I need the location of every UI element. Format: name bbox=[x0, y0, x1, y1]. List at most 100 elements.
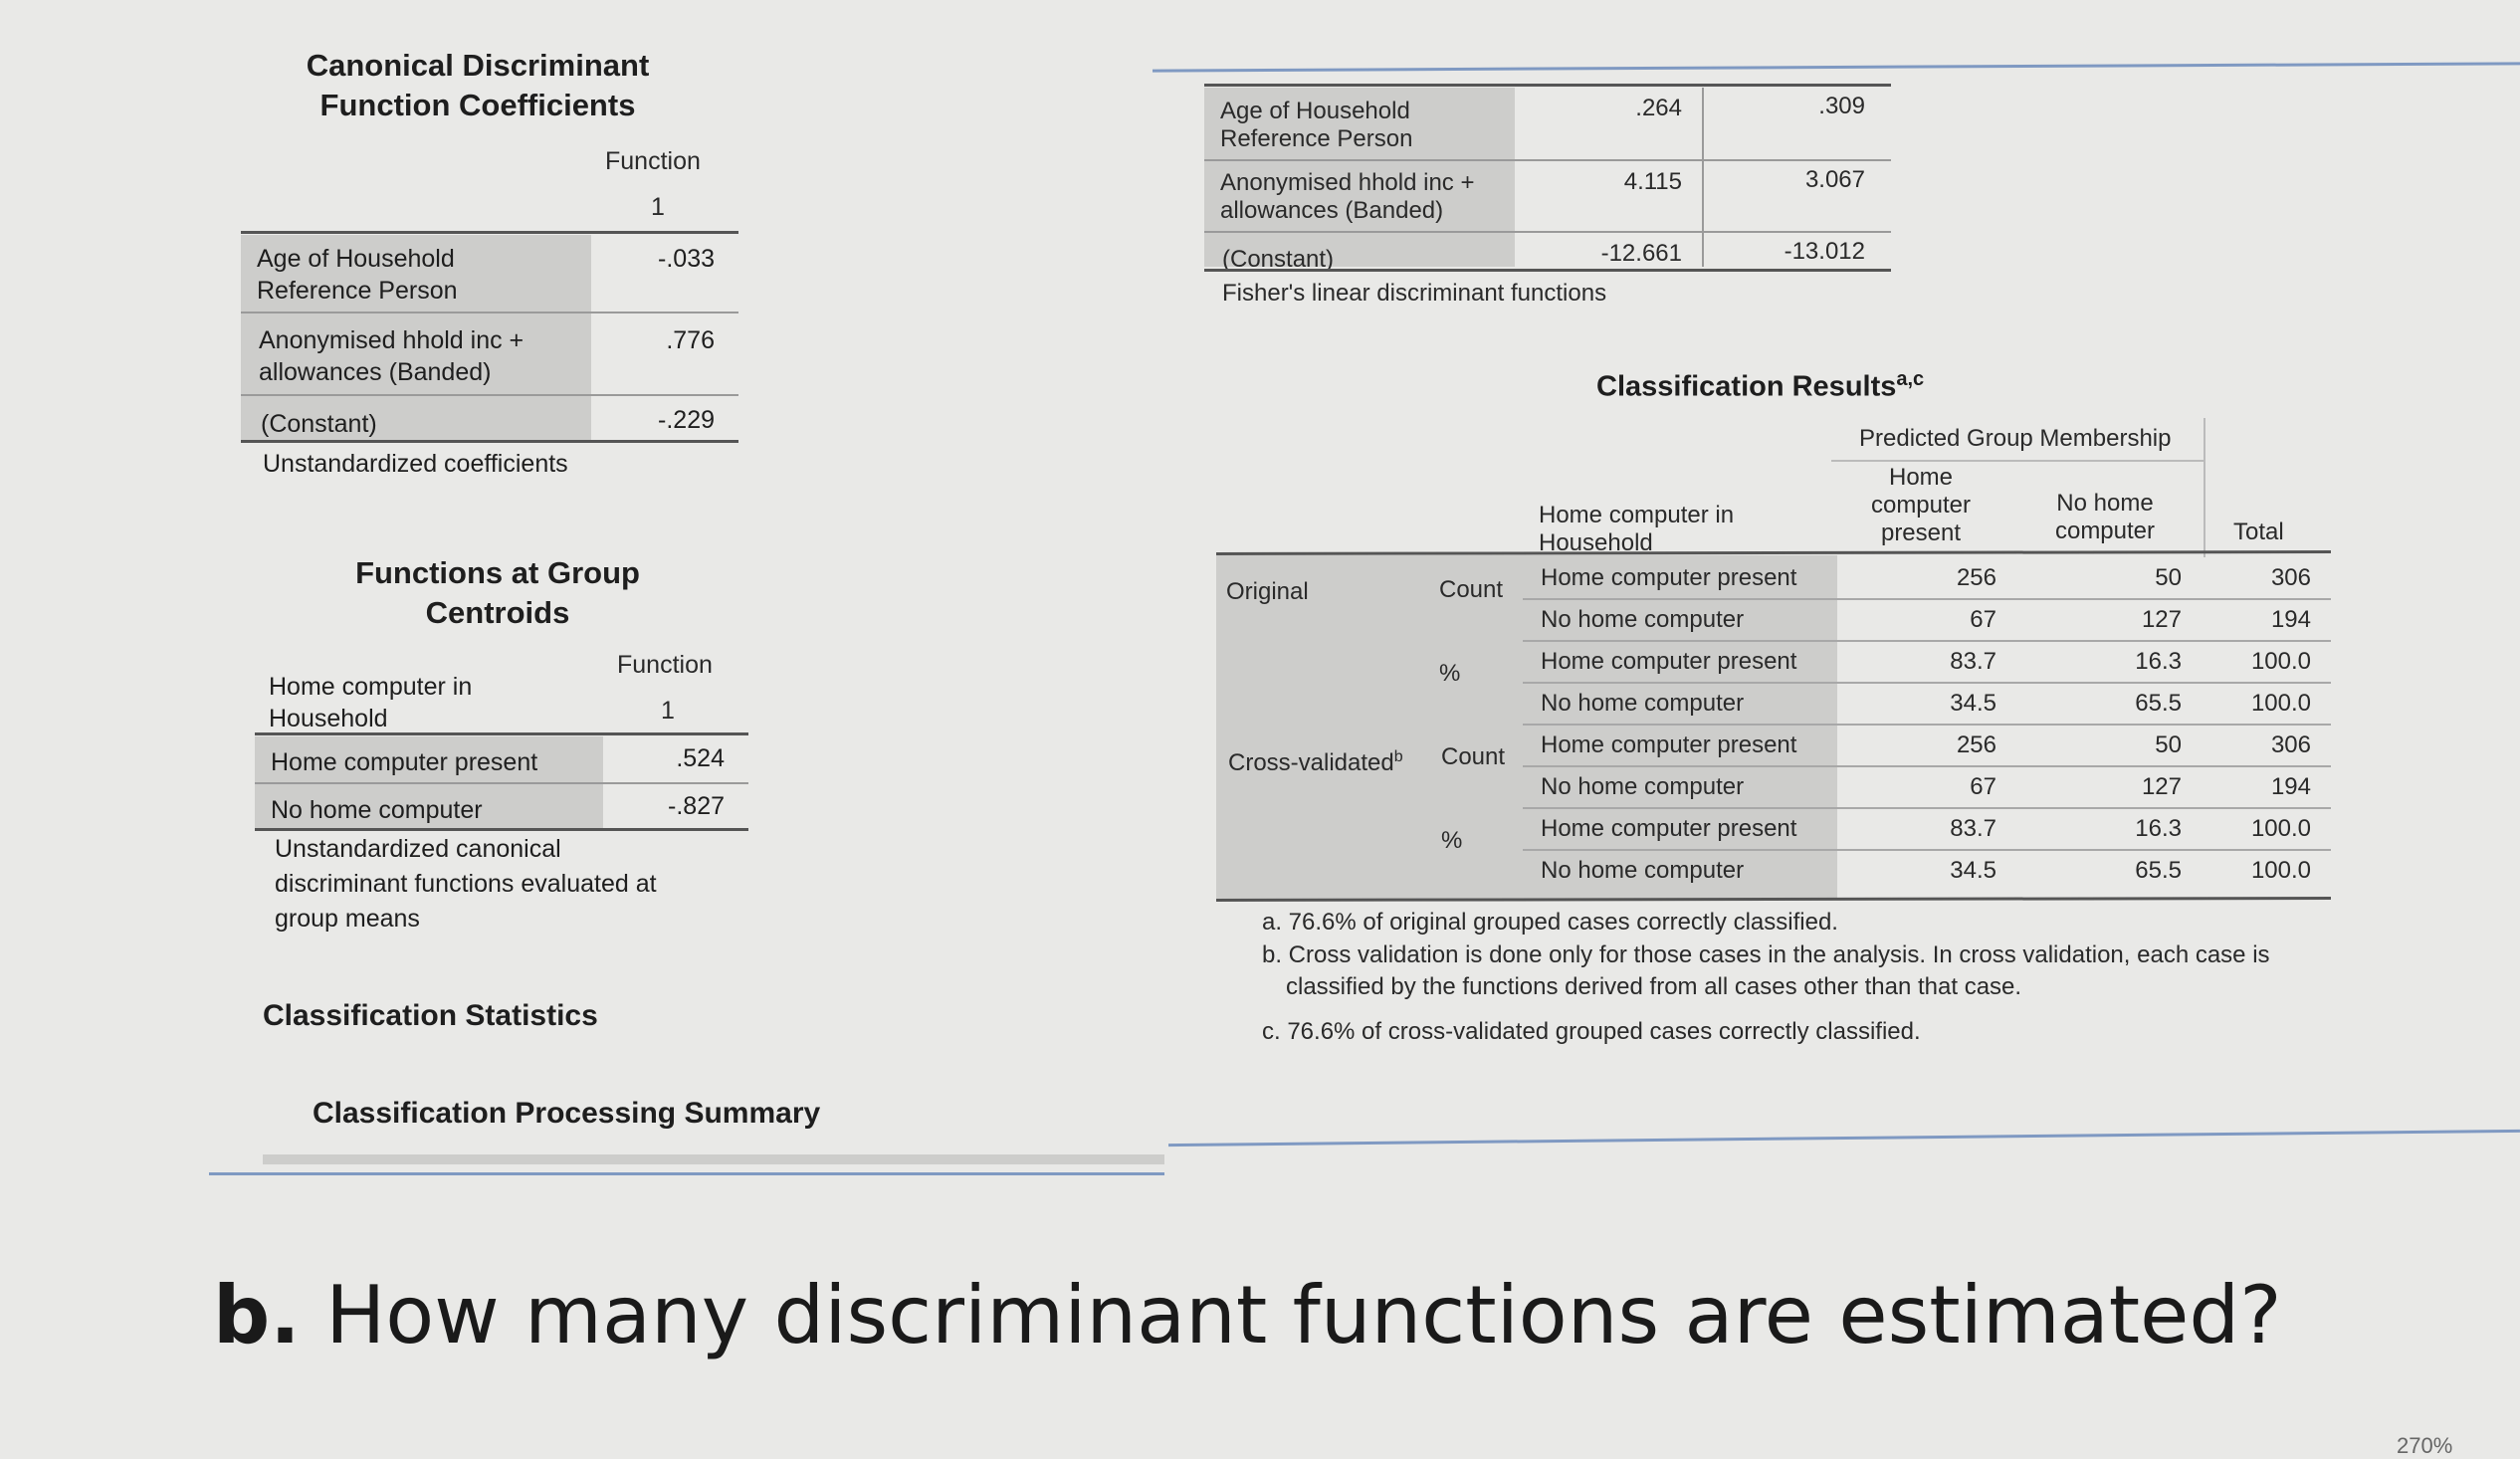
results-row-divider bbox=[1523, 849, 2331, 851]
results-crossval-label: Cross-validatedb bbox=[1228, 748, 1403, 776]
results-col-present: Home computer present bbox=[1870, 464, 1972, 546]
canonical-row-label: Age of Household Reference Person bbox=[257, 245, 458, 305]
results-percent-label: % bbox=[1441, 827, 1463, 854]
results-count-label: Count bbox=[1441, 743, 1506, 770]
centroids-top-rule bbox=[255, 732, 748, 735]
fisher-value-2: -13.012 bbox=[1784, 238, 1865, 265]
fisher-value-1: -12.661 bbox=[1600, 240, 1682, 267]
canonical-row-value: -.229 bbox=[658, 406, 715, 434]
fisher-col-divider bbox=[1702, 88, 1704, 267]
question-text: b. How many discriminant functions are e… bbox=[213, 1266, 2282, 1365]
results-row-present-value: 83.7 bbox=[1950, 648, 1996, 675]
centroids-title: Functions at Group Centroids bbox=[279, 553, 717, 633]
results-row-present-value: 34.5 bbox=[1950, 857, 1996, 884]
results-row-group: Home computer present bbox=[1541, 731, 1797, 758]
fisher-footer: Fisher's linear discriminant functions bbox=[1222, 280, 1607, 307]
results-col-total: Total bbox=[2233, 519, 2284, 545]
processing-summary-title: Classification Processing Summary bbox=[313, 1097, 821, 1130]
centroids-row-value: -.827 bbox=[668, 792, 725, 820]
fisher-value-2: .309 bbox=[1818, 93, 1865, 119]
canonical-header-function: Function bbox=[605, 147, 701, 175]
canonical-row-value: -.033 bbox=[658, 245, 715, 273]
canonical-row-value: .776 bbox=[666, 326, 715, 354]
results-row-group: Home computer present bbox=[1541, 564, 1797, 591]
results-row-present-value: 34.5 bbox=[1950, 690, 1996, 717]
canonical-row-divider bbox=[241, 312, 738, 313]
results-row-none-value: 16.3 bbox=[2135, 815, 2182, 842]
results-label-block-bg bbox=[1216, 555, 1837, 900]
bottom-section-rule-right bbox=[1168, 1129, 2520, 1147]
results-row-none-value: 50 bbox=[2155, 564, 2182, 591]
results-row-present-value: 256 bbox=[1956, 731, 1996, 758]
classification-statistics-title: Classification Statistics bbox=[263, 999, 598, 1032]
results-row-total-value: 194 bbox=[2270, 606, 2311, 633]
results-row-group: Home computer present bbox=[1541, 815, 1797, 842]
results-row-total-value: 100.0 bbox=[2250, 690, 2311, 717]
results-predicted-header: Predicted Group Membership bbox=[1859, 425, 2172, 452]
canonical-header-number: 1 bbox=[651, 193, 665, 221]
centroids-footer: Unstandardized canonical discriminant fu… bbox=[275, 835, 657, 933]
results-row-present-value: 83.7 bbox=[1950, 815, 1996, 842]
fisher-bottom-rule bbox=[1204, 269, 1891, 272]
results-row-none-value: 127 bbox=[2141, 606, 2182, 633]
question-label: b. bbox=[213, 1269, 301, 1361]
fisher-value-1: 4.115 bbox=[1623, 168, 1682, 195]
results-row-present-value: 256 bbox=[1956, 564, 1996, 591]
canonical-top-rule bbox=[241, 231, 738, 234]
results-count-label: Count bbox=[1439, 576, 1504, 603]
results-col-none: No home computer bbox=[2054, 490, 2156, 544]
results-row-group: No home computer bbox=[1541, 773, 1745, 800]
results-bottom-rule bbox=[1215, 897, 2332, 902]
results-row-none-value: 65.5 bbox=[2135, 857, 2182, 884]
results-note-a: a. 76.6% of original grouped cases corre… bbox=[1262, 909, 1838, 936]
centroids-col-label: Home computer in Household bbox=[269, 673, 473, 732]
results-row-none-value: 16.3 bbox=[2135, 648, 2182, 675]
results-row-total-value: 100.0 bbox=[2250, 648, 2311, 675]
results-row-total-value: 100.0 bbox=[2250, 815, 2311, 842]
results-row-divider bbox=[1523, 807, 2331, 809]
results-row-group: No home computer bbox=[1541, 690, 1745, 717]
centroids-row-label: Home computer present bbox=[271, 748, 538, 776]
results-row-total-value: 306 bbox=[2270, 731, 2311, 758]
results-row-none-value: 65.5 bbox=[2135, 690, 2182, 717]
fisher-row-label: Anonymised hhold inc + allowances (Banded… bbox=[1220, 169, 1475, 224]
processing-summary-strip bbox=[263, 1154, 1164, 1164]
results-row-group: No home computer bbox=[1541, 606, 1745, 633]
fisher-row-divider bbox=[1204, 231, 1891, 233]
results-row-divider bbox=[1523, 640, 2331, 642]
canonical-title-line1: Canonical Discriminant bbox=[306, 48, 650, 83]
results-total-divider bbox=[2204, 418, 2205, 557]
zoom-label: 270% bbox=[2397, 1433, 2453, 1458]
results-row-group: No home computer bbox=[1541, 857, 1745, 884]
centroids-title-line2: Centroids bbox=[425, 595, 570, 630]
results-row-divider bbox=[1523, 724, 2331, 726]
results-note-b: b. Cross validation is done only for tho… bbox=[1262, 941, 2270, 1000]
canonical-row-label: Anonymised hhold inc + allowances (Banded… bbox=[259, 326, 525, 386]
results-row-header: Home computer in Household bbox=[1539, 502, 1735, 556]
fisher-value-2: 3.067 bbox=[1804, 166, 1865, 193]
centroids-row-divider bbox=[255, 782, 748, 784]
results-row-total-value: 306 bbox=[2270, 564, 2311, 591]
fisher-row-divider bbox=[1204, 159, 1891, 161]
centroids-row-value: .524 bbox=[676, 744, 725, 772]
fisher-row-label: (Constant) bbox=[1222, 246, 1335, 273]
canonical-title: Canonical Discriminant Function Coeffici… bbox=[239, 46, 717, 125]
canonical-row-label: (Constant) bbox=[261, 410, 377, 438]
results-row-present-value: 67 bbox=[1970, 606, 1996, 633]
centroids-bottom-rule bbox=[255, 828, 748, 831]
results-original-label: Original bbox=[1226, 578, 1309, 605]
centroids-header-function: Function bbox=[617, 651, 713, 679]
fisher-row-label: Age of Household Reference Person bbox=[1220, 98, 1413, 152]
centroids-header-number: 1 bbox=[661, 697, 675, 725]
results-row-divider bbox=[1523, 682, 2331, 684]
results-title: Classification Resultsa,c bbox=[1596, 368, 1925, 403]
results-row-total-value: 194 bbox=[2270, 773, 2311, 800]
results-predicted-underline bbox=[1831, 460, 2205, 462]
canonical-bottom-rule bbox=[241, 440, 738, 443]
results-row-group: Home computer present bbox=[1541, 648, 1797, 675]
results-row-none-value: 50 bbox=[2155, 731, 2182, 758]
results-row-total-value: 100.0 bbox=[2250, 857, 2311, 884]
canonical-footer: Unstandardized coefficients bbox=[263, 450, 568, 478]
results-note-c: c. 76.6% of cross-validated grouped case… bbox=[1262, 1018, 1921, 1045]
results-row-divider bbox=[1523, 765, 2331, 767]
